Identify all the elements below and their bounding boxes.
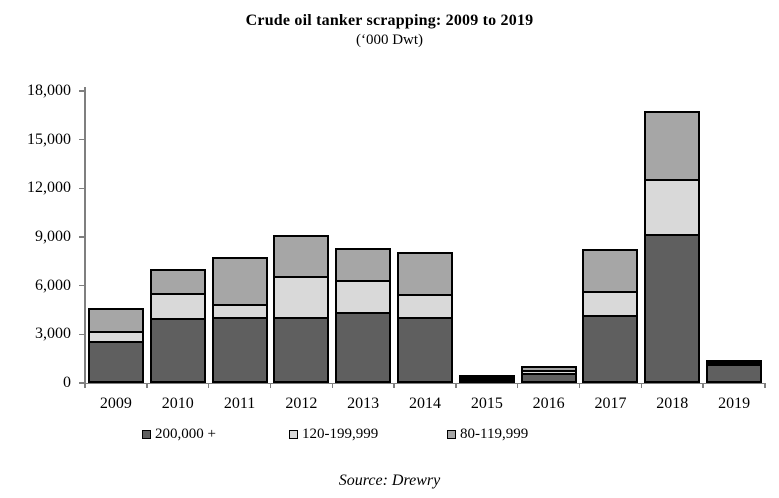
chart-title: Crude oil tanker scrapping: 2009 to 2019: [245, 12, 534, 29]
x-axis-label-2014: 2014: [408, 395, 441, 412]
bar-segment-2009-80-119-999: [87, 308, 144, 334]
bar-segment-2014-120-199-999: [397, 294, 453, 319]
legend-label-3: 80-119,999: [460, 426, 529, 442]
bar-segment-2010-80-119-999: [149, 268, 206, 295]
bar-segment-2019-200-000-+: [706, 364, 763, 383]
y-axis-tick: [79, 236, 85, 238]
swatch-200000-plus: [142, 429, 151, 439]
x-axis-label-2009: 2009: [99, 395, 132, 412]
bar-segment-2010-200-000-+: [149, 318, 206, 383]
legend-label-1: 200,000 +: [155, 426, 216, 442]
bar-segment-2010-120-199-999: [149, 292, 206, 321]
bar-segment-2017-120-199-999: [582, 290, 639, 317]
x-axis-tick: [207, 383, 210, 388]
bar-segment-2012-80-119-999: [273, 235, 330, 279]
bar-segment-2011-200-000-+: [211, 316, 268, 383]
y-axis-tick: [79, 187, 85, 190]
y-axis-tick: [79, 90, 85, 92]
y-axis-tick: [79, 333, 85, 336]
x-axis-tick: [331, 383, 334, 388]
bar-segment-2011-80-119-999: [211, 257, 268, 306]
x-axis-tick: [702, 383, 704, 388]
chart-legend: 200,000 + 120-199,999 80-119,999: [0, 426, 779, 444]
x-axis-tick: [578, 383, 581, 388]
x-axis-tick: [516, 383, 519, 388]
x-axis-label-2010: 2010: [161, 395, 194, 412]
bar-2017: [582, 249, 639, 383]
x-axis-label-2012: 2012: [285, 395, 318, 412]
plot-area: 0 3,000 6,000 9,000 12,000 15,000 18,000 2009 20…: [27, 83, 766, 412]
bar-2013: [335, 247, 392, 383]
x-axis-tick: [84, 383, 86, 388]
bar-2009: [87, 308, 144, 383]
chart-subtitle: (‘000 Dwt): [355, 32, 424, 48]
bar-segment-2016-200-000-+: [520, 373, 577, 383]
swatch-120-199999: [289, 429, 298, 439]
y-axis-line: [84, 87, 86, 384]
y-axis-label: 0: [63, 374, 71, 391]
x-axis-tick: [393, 383, 395, 388]
x-axis-label-2013: 2013: [347, 395, 380, 412]
chart-header: Crude oil tanker scrapping: 2009 to 2019…: [0, 12, 779, 49]
legend-item-2: 120-199,999: [289, 426, 378, 442]
bar-segment-2018-120-199-999: [644, 179, 701, 236]
y-axis-label: 9,000: [35, 228, 71, 245]
bar-segment-2017-200-000-+: [582, 314, 639, 383]
y-axis-label: 6,000: [35, 276, 71, 294]
x-axis-label-2015: 2015: [470, 395, 503, 412]
y-axis-label: 18,000: [27, 82, 71, 99]
legend-item-1: 200,000 +: [142, 426, 216, 442]
y-axis-label: 15,000: [27, 130, 71, 148]
bar-2016: [520, 365, 577, 383]
x-axis-label-2018: 2018: [656, 395, 689, 412]
bar-segment-2009-200-000-+: [87, 340, 144, 383]
y-axis-label: 3,000: [35, 325, 71, 343]
bar-2018: [644, 111, 701, 383]
bar-segment-2013-80-119-999: [335, 247, 392, 282]
bar-segment-2015-200-000-+: [458, 378, 515, 383]
y-axis-tick: [79, 138, 85, 141]
legend-item-3: 80-119,999: [447, 426, 528, 442]
bar-segment-2012-200-000-+: [273, 317, 330, 383]
bar-segment-2014-200-000-+: [397, 316, 453, 383]
x-axis-label-2017: 2017: [594, 395, 627, 412]
x-axis-tick: [269, 383, 272, 388]
x-axis-label-2016: 2016: [532, 395, 565, 412]
bar-segment-2012-120-199-999: [273, 276, 330, 320]
x-axis-tick: [146, 383, 148, 388]
bar-2010: [149, 268, 206, 383]
bar-2012: [273, 235, 330, 383]
swatch-80-119999: [447, 429, 456, 439]
y-axis-tick: [79, 382, 85, 384]
bar-segment-2018-80-119-999: [644, 111, 701, 181]
bar-2014: [397, 252, 453, 383]
x-axis-label-2019: 2019: [718, 395, 751, 412]
bar-segment-2013-120-199-999: [335, 279, 392, 315]
source-text: Source: Drewry: [338, 472, 441, 489]
y-axis-label: 12,000: [27, 179, 71, 197]
bar-2015: [458, 374, 515, 383]
x-axis-tick: [764, 383, 766, 388]
bar-segment-2017-80-119-999: [582, 249, 639, 293]
legend-label-2: 120-199,999: [302, 426, 379, 442]
x-axis-line: [84, 382, 766, 384]
bar-segment-2013-200-000-+: [335, 312, 392, 383]
bar-segment-2018-200-000-+: [644, 233, 701, 383]
x-axis-tick: [455, 383, 457, 388]
bar-segment-2014-80-119-999: [397, 252, 453, 297]
y-axis-tick: [79, 284, 85, 287]
bar-2019: [706, 359, 763, 383]
bar-2011: [211, 257, 268, 383]
x-axis-label-2011: 2011: [223, 395, 256, 412]
x-axis-tick: [640, 383, 643, 388]
